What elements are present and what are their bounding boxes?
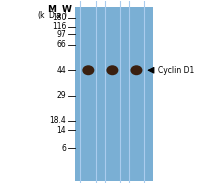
Text: M: M — [47, 5, 56, 14]
Text: 116: 116 — [52, 22, 66, 31]
Text: 44: 44 — [56, 66, 66, 75]
Text: 66: 66 — [56, 40, 66, 49]
Text: 14: 14 — [57, 125, 66, 135]
Text: W: W — [62, 5, 72, 14]
Text: (k: (k — [37, 11, 45, 20]
Text: 18.4: 18.4 — [49, 116, 66, 125]
Text: D: D — [49, 11, 54, 20]
Text: 97: 97 — [56, 29, 66, 38]
Text: a: a — [56, 11, 61, 20]
Text: 29: 29 — [57, 91, 66, 100]
Text: Cyclin D1: Cyclin D1 — [158, 66, 194, 75]
FancyBboxPatch shape — [75, 7, 153, 181]
Text: ): ) — [63, 11, 66, 20]
Text: 6: 6 — [61, 144, 66, 153]
Ellipse shape — [130, 65, 142, 75]
Text: 180: 180 — [52, 13, 66, 22]
Ellipse shape — [82, 65, 94, 75]
Ellipse shape — [106, 65, 118, 75]
